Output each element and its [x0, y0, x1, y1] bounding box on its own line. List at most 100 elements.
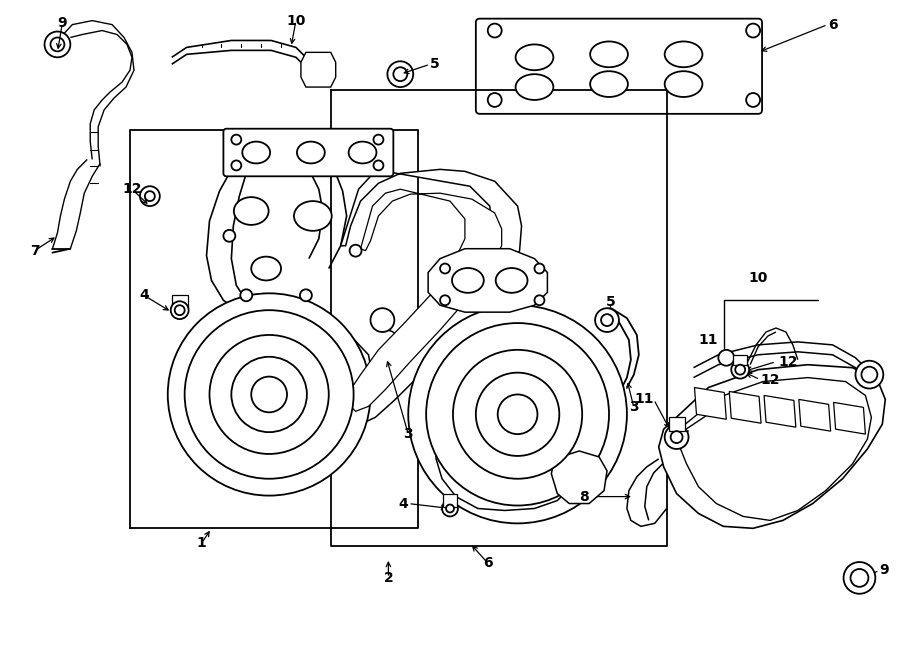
Circle shape	[393, 67, 408, 81]
Circle shape	[387, 61, 413, 87]
Circle shape	[44, 32, 70, 58]
Ellipse shape	[348, 141, 376, 163]
FancyBboxPatch shape	[476, 19, 762, 114]
Text: 2: 2	[383, 571, 393, 585]
Text: 4: 4	[139, 288, 148, 302]
Ellipse shape	[242, 141, 270, 163]
Circle shape	[171, 301, 189, 319]
Circle shape	[498, 395, 537, 434]
Circle shape	[595, 308, 619, 332]
Polygon shape	[669, 417, 685, 431]
Circle shape	[223, 230, 235, 242]
Ellipse shape	[297, 141, 325, 163]
Polygon shape	[443, 494, 457, 506]
Circle shape	[665, 425, 688, 449]
Polygon shape	[428, 249, 547, 312]
Circle shape	[535, 295, 544, 305]
Circle shape	[453, 350, 582, 479]
Circle shape	[251, 377, 287, 412]
Circle shape	[145, 191, 155, 201]
Text: 12: 12	[760, 373, 779, 387]
Text: 3: 3	[403, 427, 413, 441]
Polygon shape	[659, 365, 886, 528]
Ellipse shape	[496, 268, 527, 293]
Ellipse shape	[516, 74, 554, 100]
Text: 12: 12	[778, 355, 797, 369]
Polygon shape	[729, 391, 761, 423]
Text: 3: 3	[629, 401, 639, 414]
Circle shape	[140, 186, 160, 206]
FancyBboxPatch shape	[223, 129, 393, 176]
Text: 11: 11	[634, 393, 653, 407]
Text: 4: 4	[399, 496, 409, 510]
Ellipse shape	[665, 42, 702, 67]
Circle shape	[302, 54, 329, 81]
Polygon shape	[348, 189, 501, 411]
Circle shape	[231, 161, 241, 171]
Polygon shape	[301, 52, 336, 87]
Polygon shape	[677, 377, 871, 520]
Circle shape	[231, 357, 307, 432]
Text: 12: 12	[122, 182, 141, 196]
Circle shape	[240, 290, 252, 301]
Polygon shape	[172, 295, 187, 308]
Circle shape	[718, 350, 734, 366]
Circle shape	[308, 59, 324, 75]
Circle shape	[746, 93, 760, 107]
Circle shape	[861, 367, 878, 383]
Polygon shape	[799, 399, 831, 431]
Ellipse shape	[590, 71, 628, 97]
Text: 5: 5	[606, 295, 616, 309]
Circle shape	[231, 135, 241, 145]
Text: 9: 9	[58, 16, 68, 30]
Ellipse shape	[590, 42, 628, 67]
Text: 1: 1	[197, 536, 206, 550]
Ellipse shape	[251, 256, 281, 280]
Polygon shape	[435, 409, 577, 510]
Polygon shape	[695, 387, 726, 419]
Text: 6: 6	[828, 18, 837, 32]
Circle shape	[843, 562, 876, 594]
Ellipse shape	[665, 71, 702, 97]
Circle shape	[535, 264, 544, 274]
Circle shape	[488, 24, 501, 38]
Polygon shape	[734, 355, 747, 365]
Text: 11: 11	[698, 333, 718, 347]
Ellipse shape	[294, 201, 332, 231]
Circle shape	[735, 365, 745, 375]
Circle shape	[442, 500, 458, 516]
Circle shape	[670, 431, 682, 443]
Ellipse shape	[234, 197, 268, 225]
Text: 8: 8	[580, 490, 590, 504]
Circle shape	[850, 569, 868, 587]
Polygon shape	[833, 403, 866, 434]
Circle shape	[409, 305, 627, 524]
Circle shape	[349, 245, 362, 256]
Circle shape	[746, 24, 760, 38]
Text: 5: 5	[430, 58, 440, 71]
Circle shape	[446, 504, 454, 512]
Circle shape	[732, 361, 749, 379]
Circle shape	[374, 135, 383, 145]
Circle shape	[167, 293, 371, 496]
Circle shape	[210, 335, 328, 454]
Circle shape	[488, 93, 501, 107]
Circle shape	[476, 373, 559, 456]
Circle shape	[50, 38, 65, 52]
Circle shape	[300, 290, 312, 301]
Text: 10: 10	[749, 272, 768, 286]
Circle shape	[601, 314, 613, 326]
Ellipse shape	[516, 44, 554, 70]
Polygon shape	[552, 451, 607, 504]
Circle shape	[440, 295, 450, 305]
Text: 7: 7	[30, 244, 40, 258]
Circle shape	[426, 323, 609, 506]
Polygon shape	[341, 169, 522, 424]
Circle shape	[856, 361, 883, 389]
Circle shape	[184, 310, 354, 479]
Circle shape	[371, 308, 394, 332]
Circle shape	[374, 161, 383, 171]
Polygon shape	[764, 395, 796, 427]
Ellipse shape	[452, 268, 484, 293]
Text: 10: 10	[286, 14, 306, 28]
